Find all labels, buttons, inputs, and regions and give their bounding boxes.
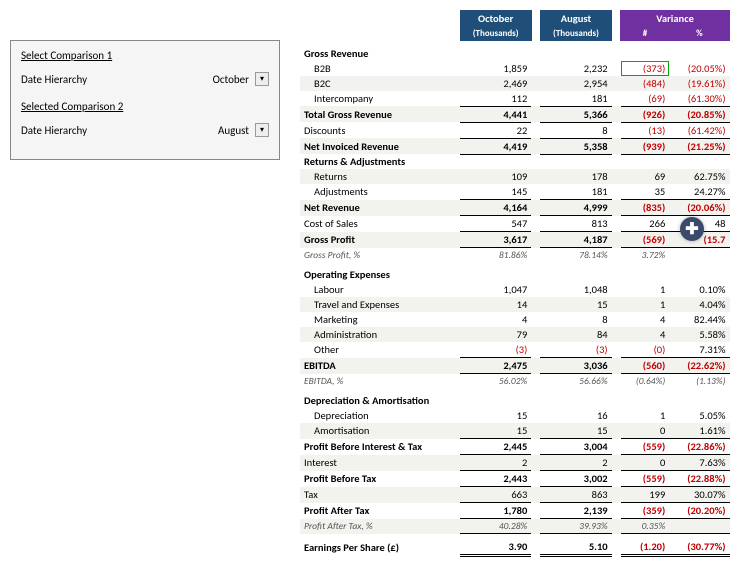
row-marketing: Marketing48482.44% — [300, 312, 730, 327]
row-interest: Interest2207.63% — [300, 455, 730, 471]
row-depreciation: Depreciation151615.05% — [300, 408, 730, 423]
row-gross-profit: Gross Profit3,6174,187(569)(15.7 — [300, 232, 730, 248]
row-ebitda: EBITDA2,4753,036(560)(22.62%) — [300, 358, 730, 374]
row-gross-profit-pct: Gross Profit, %81.86%78.14%3.72% — [300, 248, 730, 263]
row-intercompany: Intercompany112181(69)(61.30%) — [300, 91, 730, 107]
opex-label: Operating Expenses — [300, 262, 460, 282]
row-cost-of-sales: Cost of Sales54781326648 — [300, 216, 730, 232]
slicer-2-label: Date Hierarchy — [21, 124, 87, 137]
row-ebitda-pct: EBITDA, %56.02%56.66%(0.64%)(1.13%) — [300, 374, 730, 389]
slicer-1: Select Comparison 1 Date Hierarchy Octob… — [10, 40, 280, 160]
slicer-1-title: Select Comparison 1 — [21, 49, 269, 62]
row-pat-pct: Profit After Tax, %40.28%39.93%0.35% — [300, 519, 730, 534]
row-amortisation: Amortisation151501.61% — [300, 423, 730, 439]
report-table: October August Variance (Thousands) (Tho… — [300, 10, 730, 557]
row-adjustments: Adjustments1451813524.27% — [300, 184, 730, 200]
slicer-1-label: Date Hierarchy — [21, 73, 87, 86]
row-b2c: B2C2,4692,954(484)(19.61%) — [300, 76, 730, 91]
row-pbt: Profit Before Tax2,4433,002(559)(22.88%) — [300, 471, 730, 487]
row-net-invoiced-revenue: Net Invoiced Revenue4,4195,358(939)(21.2… — [300, 138, 730, 154]
slicer-2-value: August — [218, 124, 249, 137]
row-tax: Tax66386319930.07% — [300, 487, 730, 503]
header-row-1: October August Variance — [300, 11, 730, 27]
slicer-1-dropdown[interactable]: ▾ — [255, 72, 269, 86]
row-pat: Profit After Tax1,7802,139(359)(20.20%) — [300, 503, 730, 519]
row-b2b: B2B1,8592,232(373)(20.05%) — [300, 61, 730, 76]
row-returns: Returns1091786962.75% — [300, 169, 730, 184]
col-oct-header: October — [460, 11, 531, 27]
returns-adjustments-label: Returns & Adjustments — [300, 154, 460, 169]
row-admin: Administration798445.58% — [300, 327, 730, 342]
gross-revenue-label: Gross Revenue — [300, 41, 460, 61]
row-net-revenue: Net Revenue4,1644,999(835)(20.06%) — [300, 200, 730, 216]
col-aug-header: August — [540, 11, 611, 27]
row-labour: Labour1,0471,04810.10% — [300, 282, 730, 297]
da-label: Depreciation & Amortisation — [300, 388, 460, 408]
slicer-panel: Select Comparison 1 Date Hierarchy Octob… — [10, 40, 280, 557]
col-var-header: Variance — [621, 11, 730, 27]
row-eps: Earnings Per Share (£)3.905.10(1.20)(30.… — [300, 534, 730, 556]
slicer-2-dropdown[interactable]: ▾ — [255, 123, 269, 137]
header-row-2: (Thousands) (Thousands) # % — [300, 27, 730, 41]
row-other: Other(3)(3)(0)7.31% — [300, 342, 730, 358]
row-travel: Travel and Expenses141514.04% — [300, 297, 730, 312]
row-total-gross-revenue: Total Gross Revenue4,4415,366(926)(20.85… — [300, 106, 730, 122]
slicer-1-value: October — [213, 73, 249, 86]
row-discounts: Discounts228(13)(61.42%) — [300, 122, 730, 138]
slicer-2-title: Selected Comparison 2 — [21, 100, 269, 113]
row-pbit: Profit Before Interest & Tax2,4453,004(5… — [300, 439, 730, 455]
